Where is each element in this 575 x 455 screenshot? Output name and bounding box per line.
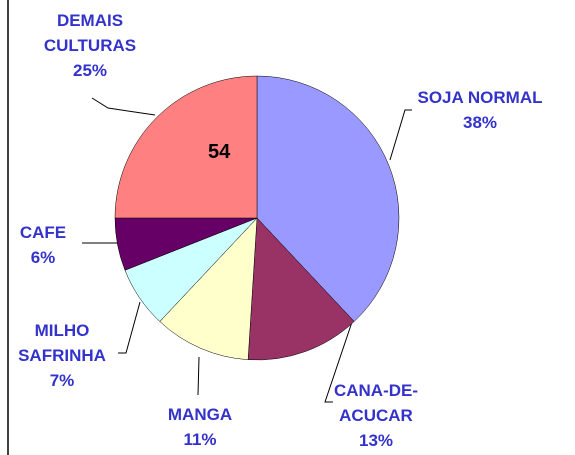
- percent-label: 25%: [72, 61, 108, 80]
- percent-label: 7%: [49, 371, 75, 390]
- category-name: CAFE: [19, 223, 67, 242]
- category-name: MILHO SAFRINHA: [18, 321, 106, 365]
- wedge: [114, 75, 258, 219]
- wedge: [159, 217, 258, 360]
- leader-lines: [82, 97, 412, 403]
- category-name: DEMAIS CULTURAS: [43, 11, 137, 55]
- category-name: MANGA: [167, 405, 233, 424]
- slice-label: DEMAIS CULTURAS 25%: [20, 8, 160, 83]
- annotation: 54: [208, 141, 231, 163]
- slice-label: CANA-DE-ACUCAR 13%: [326, 378, 426, 453]
- percent-label: 6%: [30, 248, 56, 267]
- wedge: [247, 217, 355, 361]
- percent-label: 13%: [358, 431, 394, 450]
- slice-label: CAFE 6%: [3, 220, 83, 270]
- slice-label: SOJA NORMAL 38%: [405, 85, 555, 135]
- slice-label: MANGA 11%: [140, 402, 260, 452]
- wedge: [256, 75, 400, 322]
- percent-label: 38%: [462, 113, 498, 132]
- slice-label: MILHO SAFRINHA 7%: [7, 318, 117, 393]
- percent-label: 11%: [183, 430, 217, 449]
- category-name: SOJA NORMAL: [417, 88, 543, 107]
- category-name: CANA-DE-ACUCAR: [333, 381, 419, 425]
